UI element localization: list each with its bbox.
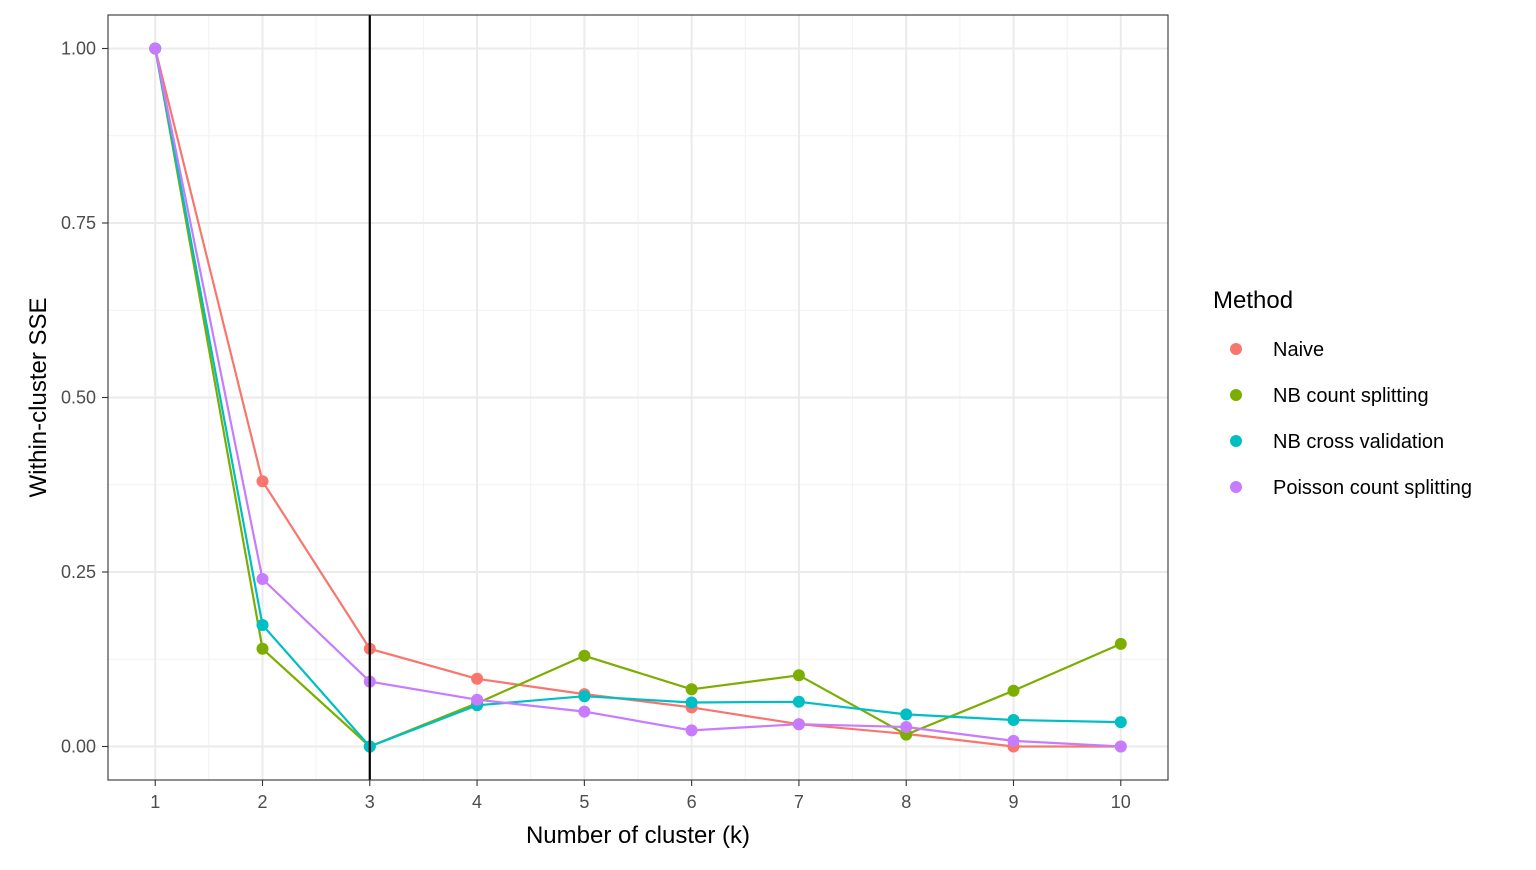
legend-label: Naive <box>1273 339 1324 361</box>
data-point-nb-cross-validation <box>900 708 913 721</box>
major-gridlines <box>108 15 1168 780</box>
data-point-nb-count-splitting <box>256 642 269 655</box>
legend-item-poisson-count-splitting: Poisson count splitting <box>1230 477 1472 499</box>
data-point-poisson-count-splitting <box>685 724 698 737</box>
legend-title: Method <box>1213 287 1293 314</box>
data-point-poisson-count-splitting <box>149 42 162 55</box>
data-point-nb-count-splitting <box>792 669 805 682</box>
x-tick-label: 1 <box>150 792 160 812</box>
data-point-nb-cross-validation <box>1114 716 1127 729</box>
x-tick-label: 9 <box>1008 792 1018 812</box>
legend: Method Naive NB count splitting NB cross v… <box>1213 287 1472 499</box>
data-point-nb-count-splitting <box>578 649 591 662</box>
data-point-nb-cross-validation <box>685 696 698 709</box>
data-point-nb-count-splitting <box>1007 684 1020 697</box>
legend-items: Naive NB count splitting NB cross validati… <box>1230 339 1472 499</box>
legend-label: NB count splitting <box>1273 385 1429 407</box>
legend-label: NB cross validation <box>1273 431 1444 453</box>
series-line-nb-cross-validation <box>154 48 1121 748</box>
legend-item-naive: Naive <box>1230 339 1324 361</box>
legend-key <box>1230 343 1242 355</box>
data-point-nb-cross-validation <box>792 695 805 708</box>
data-point-nb-cross-validation <box>1007 714 1020 726</box>
x-axis: 1 2 3 4 5 6 7 8 9 10 <box>150 780 1131 812</box>
data-point-nb-cross-validation <box>578 690 591 703</box>
legend-item-nb-count-splitting: NB count splitting <box>1230 385 1429 407</box>
x-tick-label: 8 <box>901 792 911 812</box>
legend-label: Poisson count splitting <box>1273 477 1472 499</box>
series-line-poisson-count-splitting <box>154 48 1121 748</box>
y-tick-label: 0.25 <box>61 562 96 582</box>
x-axis-title: Number of cluster (k) <box>526 822 750 849</box>
data-point-nb-cross-validation <box>256 619 269 631</box>
x-tick-label: 6 <box>687 792 697 812</box>
x-tick-label: 10 <box>1111 792 1131 812</box>
x-tick-label: 4 <box>472 792 482 812</box>
series-line-nb-count-splitting <box>154 48 1122 748</box>
y-tick-label: 1.00 <box>61 39 96 59</box>
x-tick-label: 3 <box>365 792 375 812</box>
y-tick-label: 0.00 <box>61 736 96 756</box>
x-tick-label: 5 <box>579 792 589 812</box>
data-point-poisson-count-splitting <box>1007 734 1020 747</box>
legend-key <box>1230 389 1242 401</box>
data-point-nb-count-splitting <box>1114 637 1127 650</box>
data-point-poisson-count-splitting <box>1114 740 1127 753</box>
data-point-poisson-count-splitting <box>471 693 484 706</box>
y-tick-label: 0.50 <box>61 388 96 408</box>
y-axis: 0.00 0.25 0.50 0.75 1.00 <box>61 39 108 756</box>
data-point-poisson-count-splitting <box>256 573 269 585</box>
series-points <box>149 42 1127 753</box>
y-tick-label: 0.75 <box>61 213 96 233</box>
data-point-poisson-count-splitting <box>578 705 591 718</box>
data-point-poisson-count-splitting <box>900 721 913 733</box>
legend-key <box>1230 481 1242 493</box>
legend-key <box>1230 435 1242 447</box>
data-point-naive <box>256 475 269 488</box>
x-tick-label: 2 <box>257 792 267 812</box>
legend-item-nb-cross-validation: NB cross validation <box>1230 431 1444 453</box>
data-point-naive <box>471 672 484 685</box>
series-lines <box>154 48 1122 748</box>
series-line-naive <box>154 48 1121 748</box>
y-axis-title: Within-cluster SSE <box>25 297 52 497</box>
data-point-poisson-count-splitting <box>792 718 805 731</box>
x-tick-label: 7 <box>794 792 804 812</box>
data-point-nb-count-splitting <box>685 683 698 696</box>
